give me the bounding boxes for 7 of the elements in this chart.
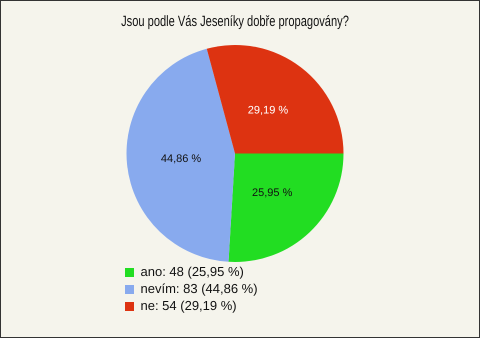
data-label: 25,95 %: [252, 187, 293, 200]
legend-label: ne: 54 (29,19 %): [140, 298, 237, 314]
chart-title: Jsou podle Vás Jeseníky dobře propagovány?: [121, 12, 349, 30]
data-label: 29,19 %: [248, 104, 288, 116]
data-label: 44,86 %: [160, 153, 202, 166]
legend-label: nevím: 83 (44,86 %): [140, 281, 258, 296]
legend-label: ano: 48 (25,95 %): [140, 264, 244, 280]
